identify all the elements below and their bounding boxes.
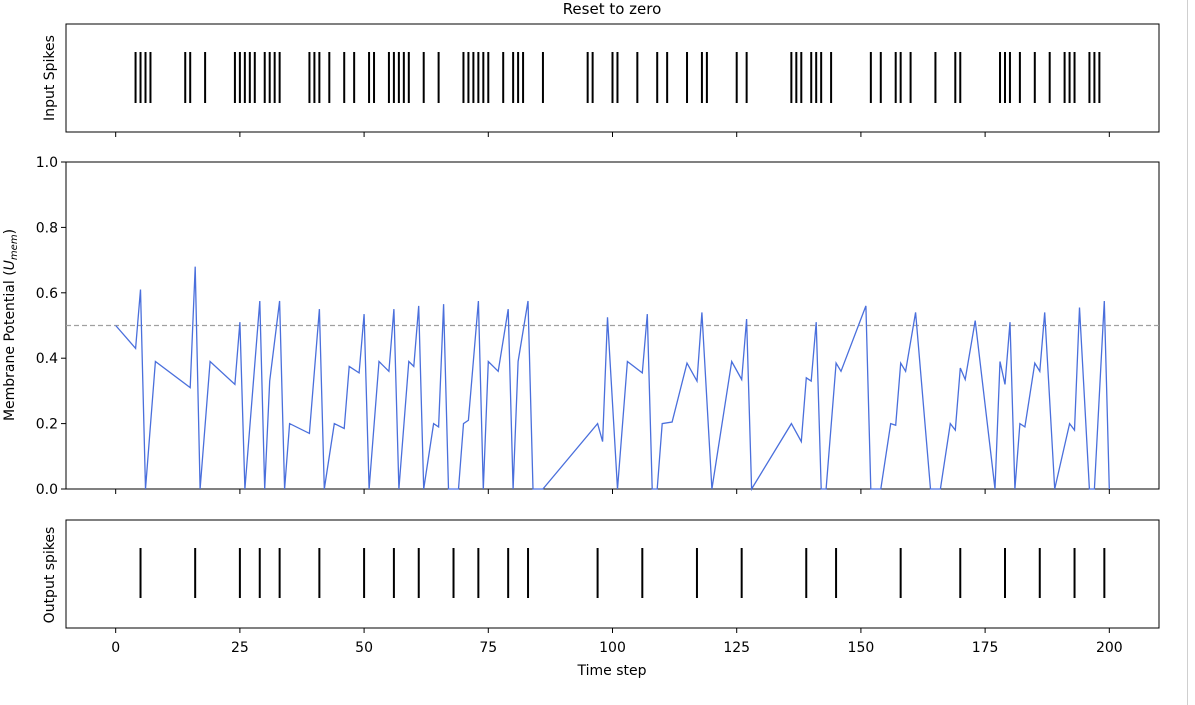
- x-tick-label-3: 75: [479, 640, 497, 656]
- y-tick-label-0: 0.0: [36, 482, 58, 498]
- y-tick-label-2: 0.4: [36, 351, 58, 367]
- input-spike-marks: [134, 52, 1101, 103]
- input-spikes-panel: Input Spikes: [42, 23, 1160, 133]
- output-ylabel: Output spikes: [42, 527, 58, 624]
- window-edge: [1187, 0, 1188, 705]
- y-tick-label-4: 0.8: [36, 220, 58, 236]
- x-axis-ticks: 0 25 50 75 100 125 150 175 200: [111, 132, 1123, 656]
- x-tick-label-8: 200: [1096, 640, 1123, 656]
- chart-title: Reset to zero: [563, 0, 662, 18]
- x-tick-label-4: 100: [599, 640, 626, 656]
- x-tick-label-5: 125: [723, 640, 750, 656]
- membrane-potential-line: [115, 266, 1110, 492]
- membrane-ylabel: Membrane Potential (Umem): [2, 229, 20, 421]
- x-axis-label: Time step: [577, 663, 647, 679]
- membrane-potential-panel: 0.0 0.2 0.4 0.6 0.8 1.0 Membrane Potential (U…: [2, 155, 1160, 498]
- membrane-y-ticks: 0.0 0.2 0.4 0.6 0.8 1.0: [36, 155, 66, 498]
- y-tick-label-5: 1.0: [36, 155, 58, 171]
- x-tick-label-6: 150: [848, 640, 875, 656]
- x-tick-label-7: 175: [972, 640, 999, 656]
- output-spikes-panel: Output spikes: [42, 519, 1160, 629]
- y-tick-label-3: 0.6: [36, 286, 58, 302]
- output-spike-marks: [139, 548, 1106, 598]
- output-axes-frame: [65, 519, 1160, 629]
- x-tick-label-2: 50: [355, 640, 373, 656]
- x-tick-label-1: 25: [231, 640, 249, 656]
- y-tick-label-1: 0.2: [36, 417, 58, 433]
- input-ylabel: Input Spikes: [42, 35, 58, 121]
- x-tick-label-0: 0: [111, 640, 120, 656]
